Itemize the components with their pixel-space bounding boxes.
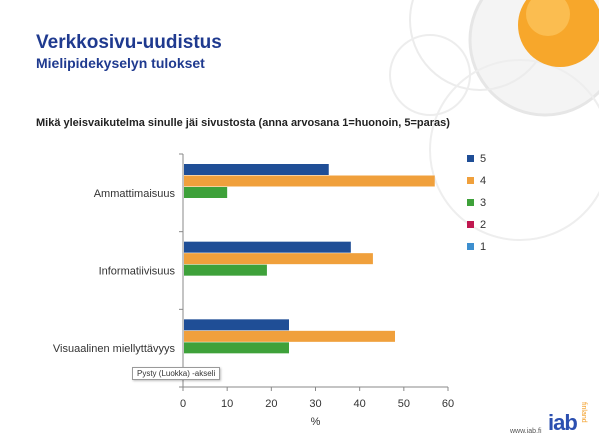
x-tick-label: 40 bbox=[354, 398, 366, 410]
x-tick-label: 20 bbox=[265, 398, 277, 410]
survey-question: Mikä yleisvaikutelma sinulle jäi sivusto… bbox=[36, 117, 450, 129]
footer-url[interactable]: www.iab.fi bbox=[510, 428, 542, 435]
bar-3 bbox=[184, 342, 289, 354]
legend-swatch-1 bbox=[467, 243, 474, 250]
category-label: Informatiivisuus bbox=[99, 266, 176, 278]
logo-side-text: finland bbox=[580, 402, 587, 423]
bar-3 bbox=[184, 187, 228, 198]
x-tick-label: 50 bbox=[398, 398, 410, 410]
x-tick-label: 10 bbox=[221, 398, 233, 410]
x-tick-label: 30 bbox=[309, 398, 321, 410]
bar-4 bbox=[184, 253, 373, 265]
legend-swatch-5 bbox=[467, 155, 474, 162]
bar-5 bbox=[184, 319, 289, 331]
legend-swatch-2 bbox=[467, 221, 474, 228]
legend-swatch-4 bbox=[467, 177, 474, 184]
category-label: Visuaalinen miellyttävyys bbox=[53, 343, 176, 355]
page-subtitle: Mielipidekyselyn tulokset bbox=[36, 55, 205, 71]
legend-label: 1 bbox=[480, 241, 486, 253]
legend-label: 5 bbox=[480, 153, 486, 165]
bar-5 bbox=[184, 241, 351, 253]
x-axis-label: % bbox=[311, 416, 321, 428]
iab-logo: iab bbox=[548, 410, 578, 435]
axis-tooltip: Pysty (Luokka) -akseli bbox=[132, 367, 221, 380]
x-tick-label: 60 bbox=[442, 398, 454, 410]
bar-4 bbox=[184, 175, 435, 187]
x-tick-label: 0 bbox=[180, 398, 186, 410]
legend-label: 2 bbox=[480, 219, 486, 231]
bar-3 bbox=[184, 264, 267, 276]
bar-4 bbox=[184, 330, 395, 342]
page-title: Verkkosivu-uudistus bbox=[36, 32, 222, 53]
legend-swatch-3 bbox=[467, 199, 474, 206]
category-label: Ammattimaisuus bbox=[94, 188, 176, 200]
bar-5 bbox=[184, 164, 329, 175]
legend-label: 4 bbox=[480, 175, 486, 187]
legend-label: 3 bbox=[480, 197, 486, 209]
